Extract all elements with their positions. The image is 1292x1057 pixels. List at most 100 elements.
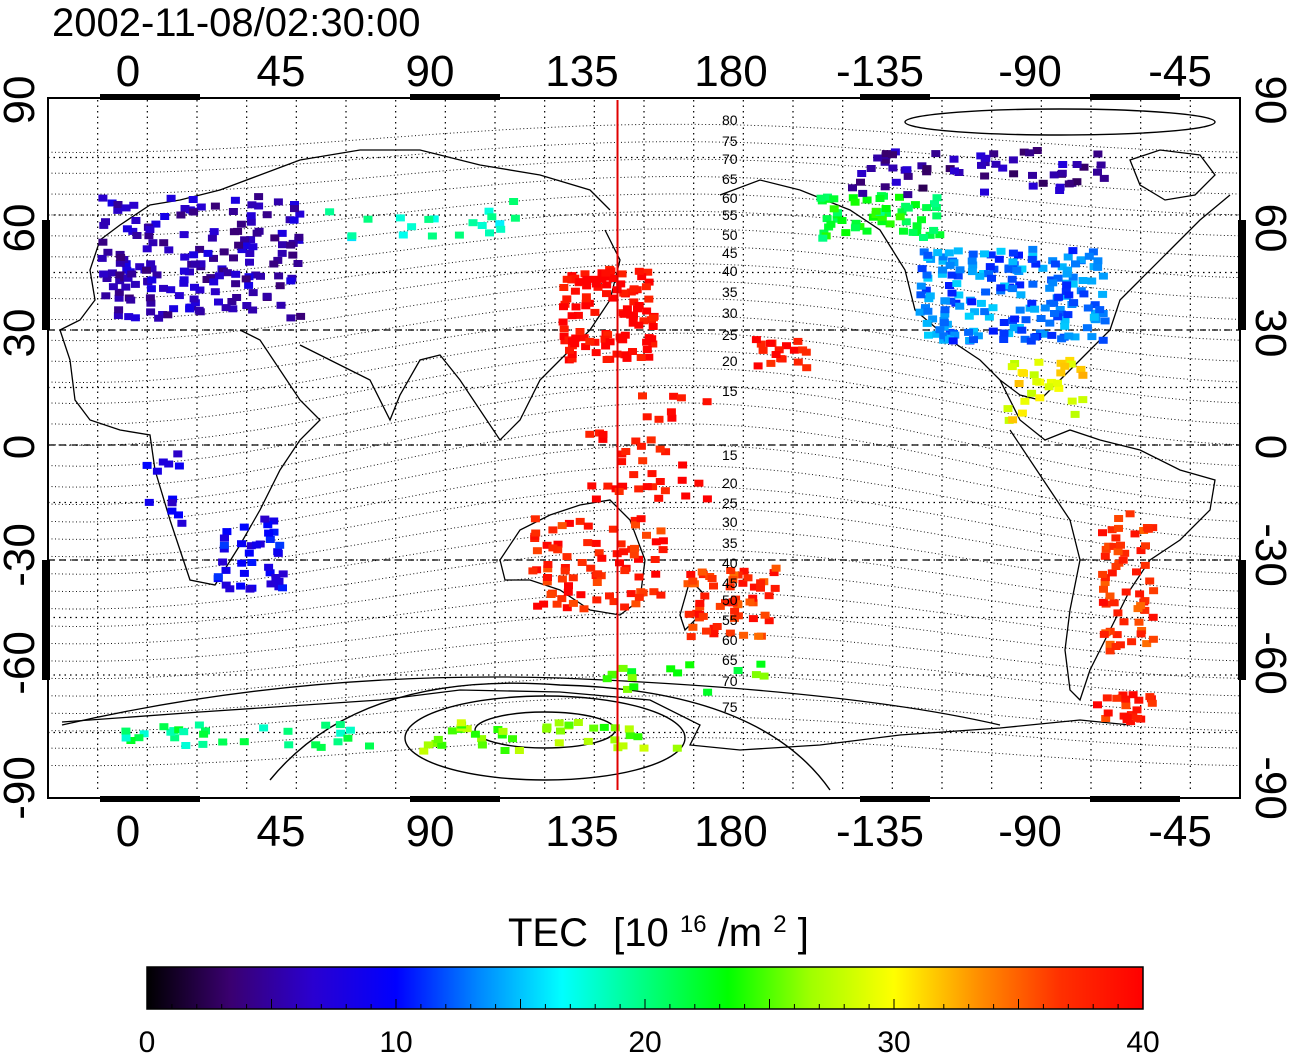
tec-cell	[642, 307, 652, 315]
tec-cell	[199, 730, 209, 738]
colorbar-units-mid: /m	[718, 911, 762, 955]
frame-bar-right	[1238, 560, 1246, 680]
tec-cell	[643, 268, 653, 276]
right-latitude-tick-label: 60	[1246, 204, 1292, 253]
tec-cell	[1096, 161, 1106, 169]
tec-cell	[1025, 149, 1035, 157]
tec-cell	[1132, 568, 1141, 576]
tec-cell	[954, 291, 964, 299]
top-longitude-tick-label: -45	[1148, 47, 1212, 96]
tec-cell	[273, 256, 283, 264]
tec-cell	[288, 251, 298, 259]
tec-cell	[252, 229, 262, 237]
tec-cell	[1088, 248, 1098, 256]
tec-cell	[1064, 291, 1074, 299]
tec-cell	[265, 569, 275, 577]
tec-cell	[274, 577, 284, 585]
tec-cell	[283, 727, 293, 735]
tec-cell	[266, 580, 276, 588]
tec-cell	[230, 196, 240, 204]
tec-cell	[1099, 630, 1109, 638]
tec-cell	[145, 226, 155, 233]
coastline-segment	[299, 229, 621, 442]
tec-cell	[1149, 587, 1159, 595]
tec-cell	[247, 559, 257, 566]
magnetic-contour	[47, 245, 1241, 300]
frame-bar-top	[100, 94, 200, 100]
frame-bar-right	[1238, 220, 1246, 330]
tec-cell	[620, 351, 630, 359]
tec-cell	[937, 270, 947, 278]
contour-label: 65	[722, 171, 738, 187]
tec-cell	[1099, 174, 1109, 182]
tec-cell	[99, 221, 109, 229]
tec-cell	[969, 336, 978, 344]
tec-cell	[765, 339, 775, 347]
tec-cell	[333, 738, 343, 746]
tec-cell	[242, 302, 252, 309]
tec-cell	[650, 556, 660, 563]
tec-cell	[139, 730, 149, 738]
tec-cell	[619, 310, 629, 318]
tec-cell	[562, 275, 572, 283]
tec-cell	[1136, 630, 1146, 638]
tec-cell	[976, 152, 986, 160]
tec-cell	[631, 600, 641, 608]
tec-cell	[667, 414, 677, 422]
tec-cell	[1121, 588, 1131, 596]
tec-cell	[263, 521, 273, 529]
tec-cell	[210, 202, 220, 210]
tec-cell	[477, 222, 487, 229]
tec-cell	[194, 721, 204, 729]
tec-cell	[980, 250, 989, 258]
tec-cell	[634, 555, 643, 563]
left-latitude-tick-label: 60	[0, 204, 44, 253]
frame-bar-left	[42, 560, 50, 680]
tec-cell	[185, 268, 194, 276]
tec-cell	[771, 351, 781, 358]
tec-cell	[837, 217, 847, 224]
tec-cell	[508, 735, 517, 743]
tec-cell	[851, 219, 861, 227]
right-latitude-tick-label: 0	[1246, 435, 1292, 459]
tec-cell	[234, 241, 244, 249]
tec-cell	[940, 310, 950, 318]
tec-cell	[648, 323, 658, 330]
tec-cell	[621, 448, 631, 455]
tec-cell	[114, 306, 124, 314]
magnetic-contour	[47, 123, 1241, 153]
tec-cell	[1145, 693, 1155, 701]
tec-cell	[939, 319, 949, 327]
tec-cell	[597, 554, 607, 562]
tec-cell	[891, 178, 901, 186]
contour-labels: 8075706560555045403530252015152025303540…	[722, 112, 738, 715]
tec-cell	[623, 685, 632, 693]
tec-cell	[246, 212, 256, 220]
tec-cell	[610, 736, 620, 744]
tec-cell	[325, 208, 335, 216]
tec-cell	[1046, 299, 1056, 307]
contour-label: 20	[722, 353, 738, 369]
tec-cell	[873, 154, 883, 162]
tec-cell	[484, 207, 494, 215]
contour-label: 40	[722, 555, 738, 571]
tec-cell	[629, 471, 639, 479]
tec-cell	[685, 661, 695, 669]
tec-cell	[1148, 635, 1158, 643]
tec-cell	[938, 266, 948, 274]
tec-cell	[627, 668, 637, 676]
tec-cell	[185, 305, 195, 313]
tec-cell	[577, 559, 587, 566]
tec-cell	[568, 599, 578, 607]
tec-cell	[709, 630, 719, 638]
tec-cell	[945, 282, 954, 289]
tec-cell	[589, 724, 599, 732]
tec-cell	[214, 298, 223, 306]
tec-cell	[528, 567, 538, 575]
left-latitude-ticks: 90 60 30 0 -30 -60 -90	[0, 76, 44, 820]
coastline-segment	[719, 179, 1231, 401]
tec-cell	[935, 326, 945, 334]
tec-cell	[647, 470, 657, 478]
tec-cell	[1007, 275, 1017, 283]
tec-cell	[602, 356, 612, 363]
